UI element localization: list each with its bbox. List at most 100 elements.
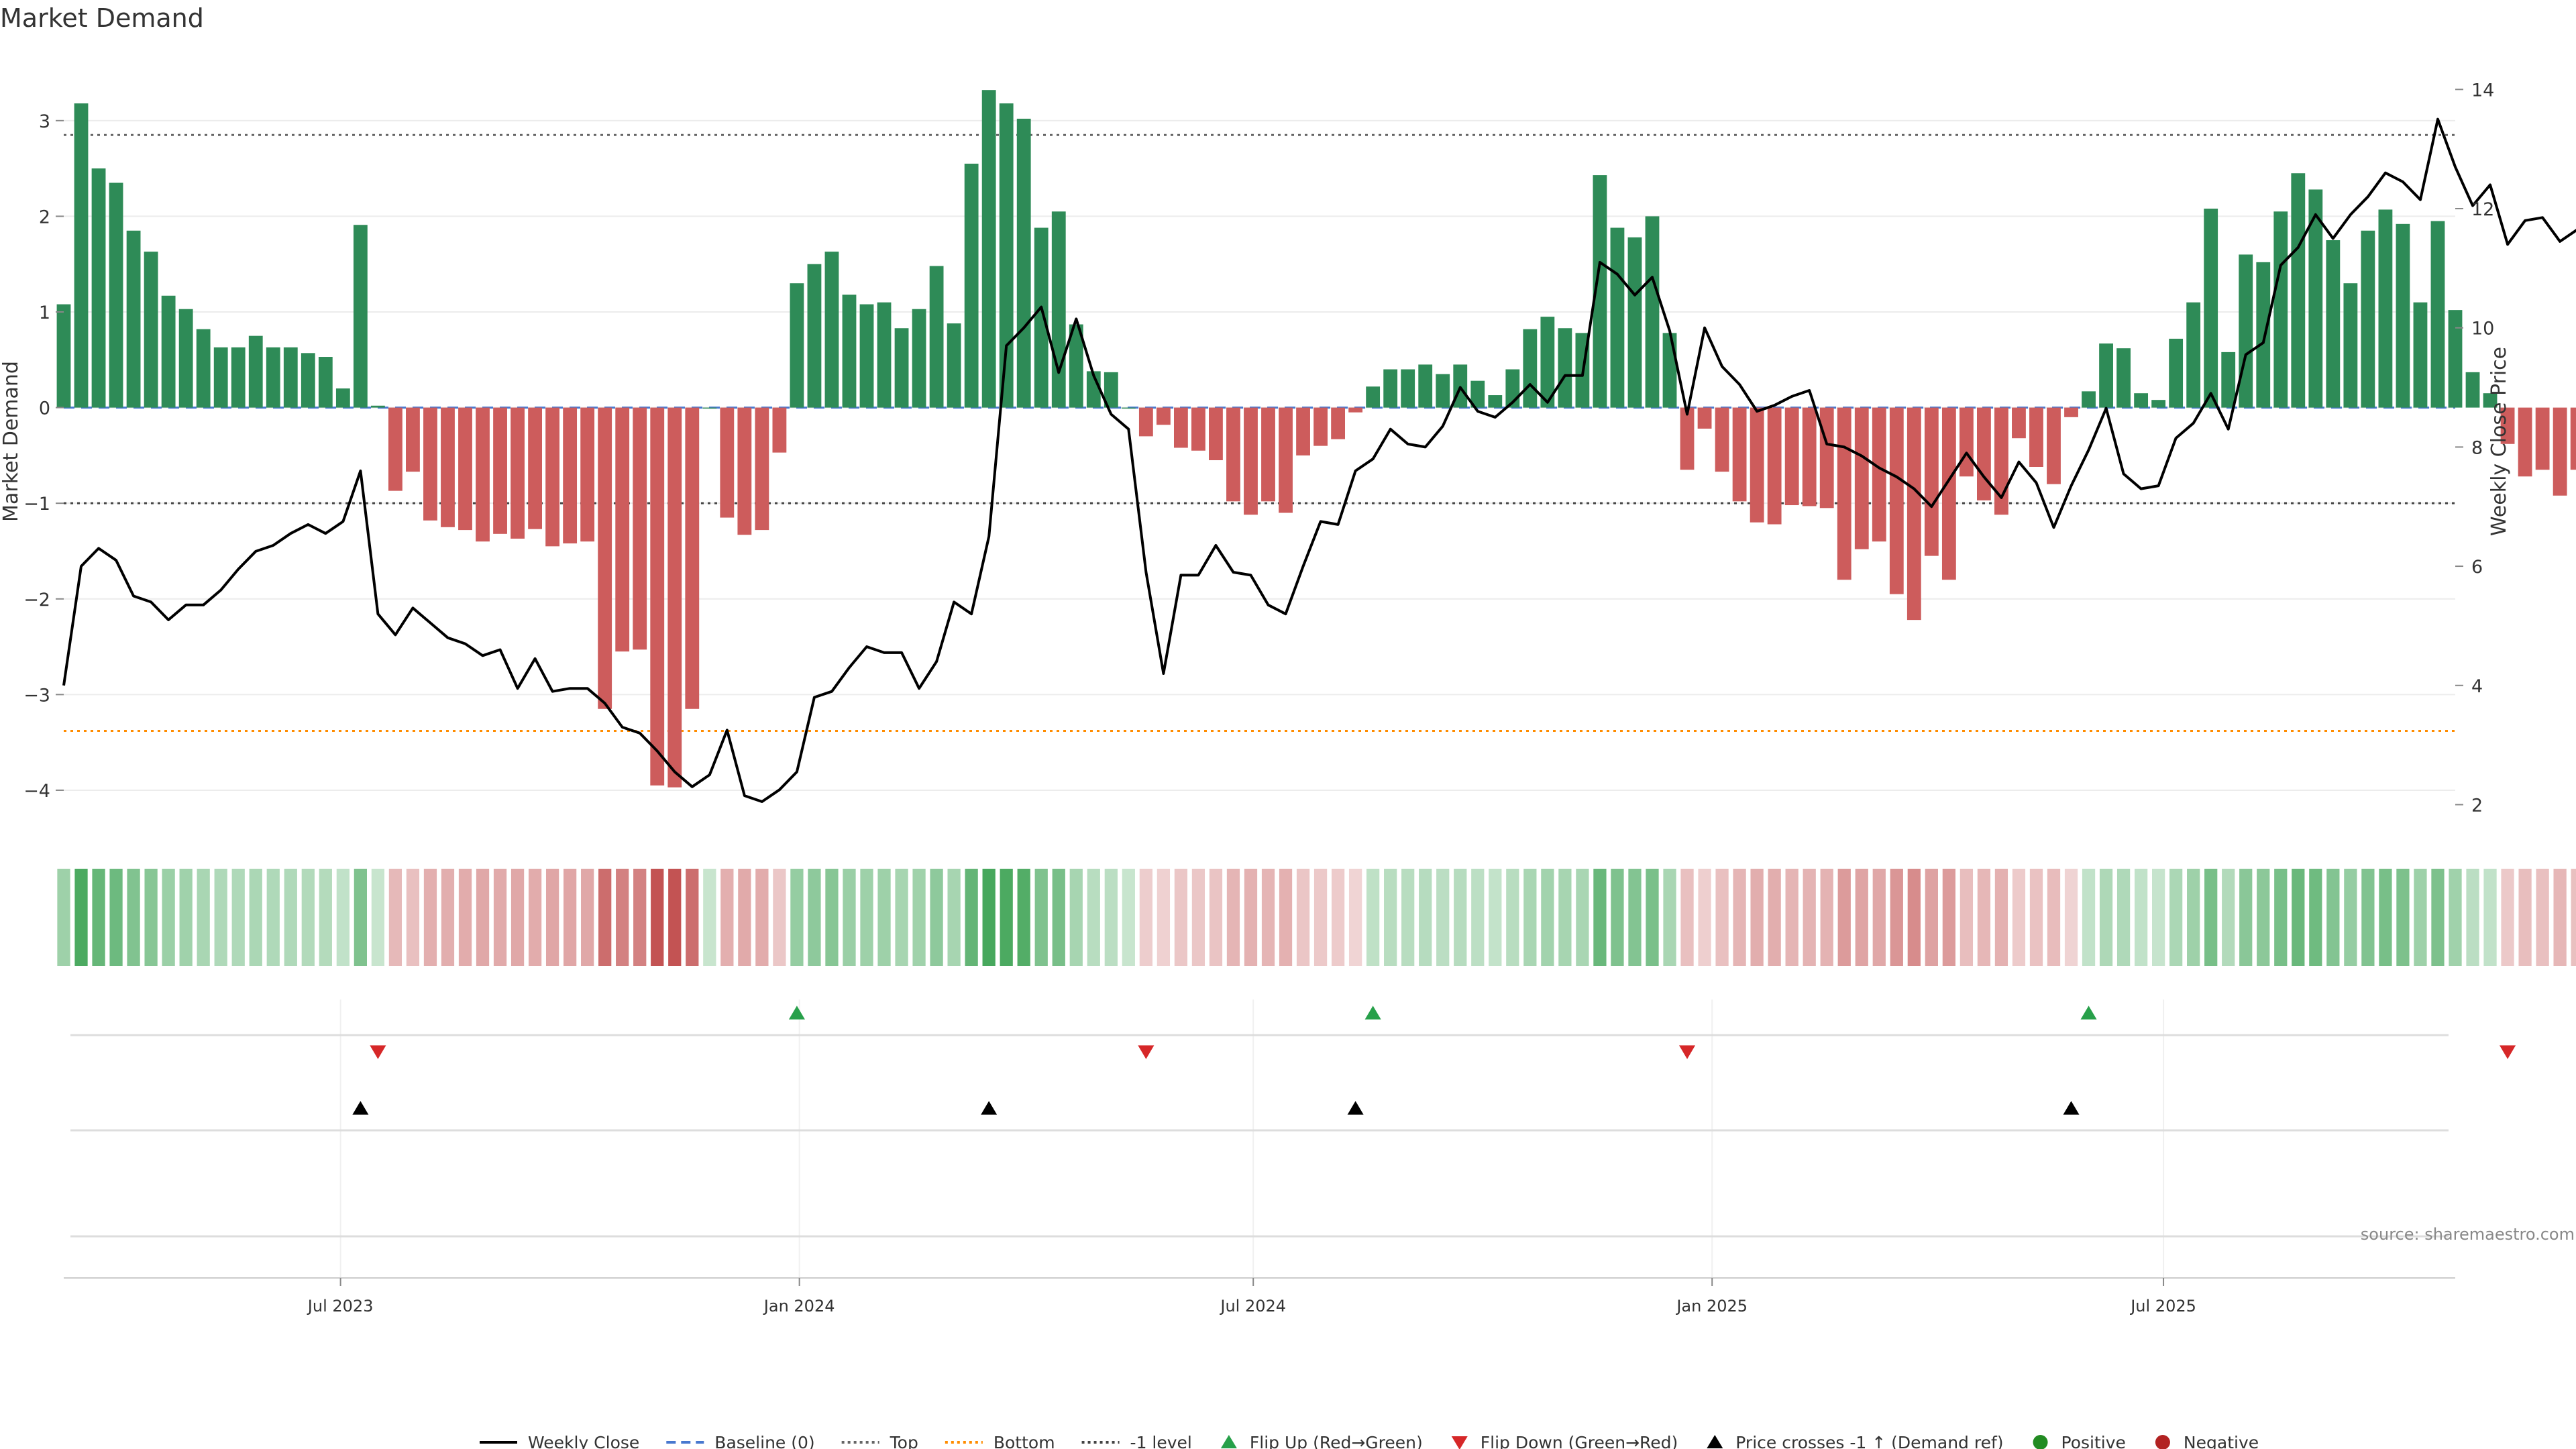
demand-bar <box>1558 328 1572 408</box>
demand-bar <box>126 230 141 408</box>
legend-label: Weekly Close <box>528 1433 639 1449</box>
demand-bar <box>633 407 647 650</box>
demand-bar <box>1069 324 1083 408</box>
heat-cell <box>1628 869 1642 966</box>
heat-cell <box>1401 869 1415 966</box>
chart-title: Market Demand <box>0 3 204 33</box>
demand-bar <box>1331 407 1346 439</box>
demand-bar <box>1645 216 1660 408</box>
heat-cell <box>1907 869 1921 966</box>
demand-bar <box>2465 372 2480 408</box>
heat-cell <box>1663 869 1676 966</box>
heat-cell <box>1017 869 1030 966</box>
demand-bar <box>1313 407 1328 446</box>
heat-cell <box>2553 869 2567 966</box>
demand-bar <box>1051 211 1066 408</box>
heat-cell <box>2274 869 2288 966</box>
heat-cell <box>1366 869 1380 966</box>
demand-bar <box>1732 407 1747 502</box>
heat-cell <box>1000 869 1013 966</box>
demand-bar <box>528 407 542 529</box>
demand-bar <box>1016 118 1031 408</box>
demand-bar <box>2553 407 2567 496</box>
y2-tick-label: 6 <box>2471 557 2483 578</box>
heat-cell <box>1348 869 1362 966</box>
heat-cell <box>284 869 297 966</box>
demand-bar <box>563 407 578 544</box>
x-tick-label: Jul 2024 <box>1219 1297 1286 1316</box>
heat-cell <box>2326 869 2340 966</box>
demand-bar <box>772 407 787 453</box>
legend-label: -1 level <box>1130 1433 1192 1449</box>
y2-tick-label: 4 <box>2471 676 2483 697</box>
demand-bar <box>1401 369 1415 408</box>
demand-bar <box>318 357 333 408</box>
y-tick-label: 1 <box>39 303 50 323</box>
heat-cell <box>1191 869 1205 966</box>
demand-bar <box>964 163 979 408</box>
demand-bar <box>755 407 769 531</box>
demand-bar <box>1977 407 1991 500</box>
heat-cell <box>912 869 926 966</box>
flip-down-marker <box>1138 1045 1155 1059</box>
demand-bar <box>231 347 246 408</box>
legend-label: Top <box>890 1433 918 1449</box>
demand-bar <box>1383 369 1398 408</box>
demand-bar <box>1418 364 1433 408</box>
heat-cell <box>2571 869 2576 966</box>
demand-bar <box>824 252 839 408</box>
heat-cell <box>843 869 856 966</box>
demand-bar <box>1802 407 1817 506</box>
demand-bar <box>196 329 211 408</box>
heat-cell <box>1680 869 1694 966</box>
demand-bar <box>615 407 630 652</box>
y2-tick-label: 2 <box>2471 795 2483 816</box>
demand-bar <box>1279 407 1293 513</box>
price-cross-marker <box>352 1101 369 1115</box>
flip-down-marker <box>1679 1045 1696 1059</box>
heat-cell <box>720 869 734 966</box>
heat-cell <box>2116 869 2131 966</box>
heat-cell <box>179 869 193 966</box>
y-tick-label: −2 <box>23 590 50 610</box>
heat-cell <box>2047 869 2061 966</box>
heat-cell <box>1209 869 1223 966</box>
demand-bar <box>2099 343 2113 408</box>
heat-cell <box>1052 869 1065 966</box>
heat-cell <box>197 869 210 966</box>
heat-cell <box>947 869 961 966</box>
demand-bar <box>894 328 909 408</box>
heat-cell <box>1593 869 1607 966</box>
heat-cell <box>1104 869 1118 966</box>
demand-bar <box>423 407 437 521</box>
demand-bar <box>1907 407 1921 621</box>
heat-cell <box>564 869 577 966</box>
legend-label: Positive <box>2061 1433 2126 1449</box>
heat-cell <box>755 869 769 966</box>
heat-cell <box>2187 869 2200 966</box>
x-tick-label: Jul 2025 <box>2129 1297 2196 1316</box>
legend-label: Baseline (0) <box>714 1433 814 1449</box>
demand-bar <box>1662 333 1677 408</box>
demand-bar <box>406 407 420 472</box>
heat-cell <box>1925 869 1938 966</box>
demand-bar <box>2256 262 2271 408</box>
heat-cell <box>301 869 315 966</box>
demand-bar <box>161 295 176 408</box>
heat-cell <box>336 869 350 966</box>
heat-cell <box>231 869 245 966</box>
demand-bar <box>1697 407 1712 429</box>
heat-cell <box>1837 869 1851 966</box>
heat-cell <box>651 869 664 966</box>
legend-swatch <box>2155 1435 2170 1449</box>
legend-label: Flip Up (Red→Green) <box>1250 1433 1423 1449</box>
demand-bar <box>1767 407 1782 525</box>
heat-cell <box>1157 869 1171 966</box>
heat-cell <box>2257 869 2270 966</box>
demand-bar <box>1470 380 1485 408</box>
heat-cell <box>1611 869 1624 966</box>
heat-cell <box>1523 869 1537 966</box>
heat-cell <box>1576 869 1589 966</box>
demand-bar <box>1680 407 1695 470</box>
